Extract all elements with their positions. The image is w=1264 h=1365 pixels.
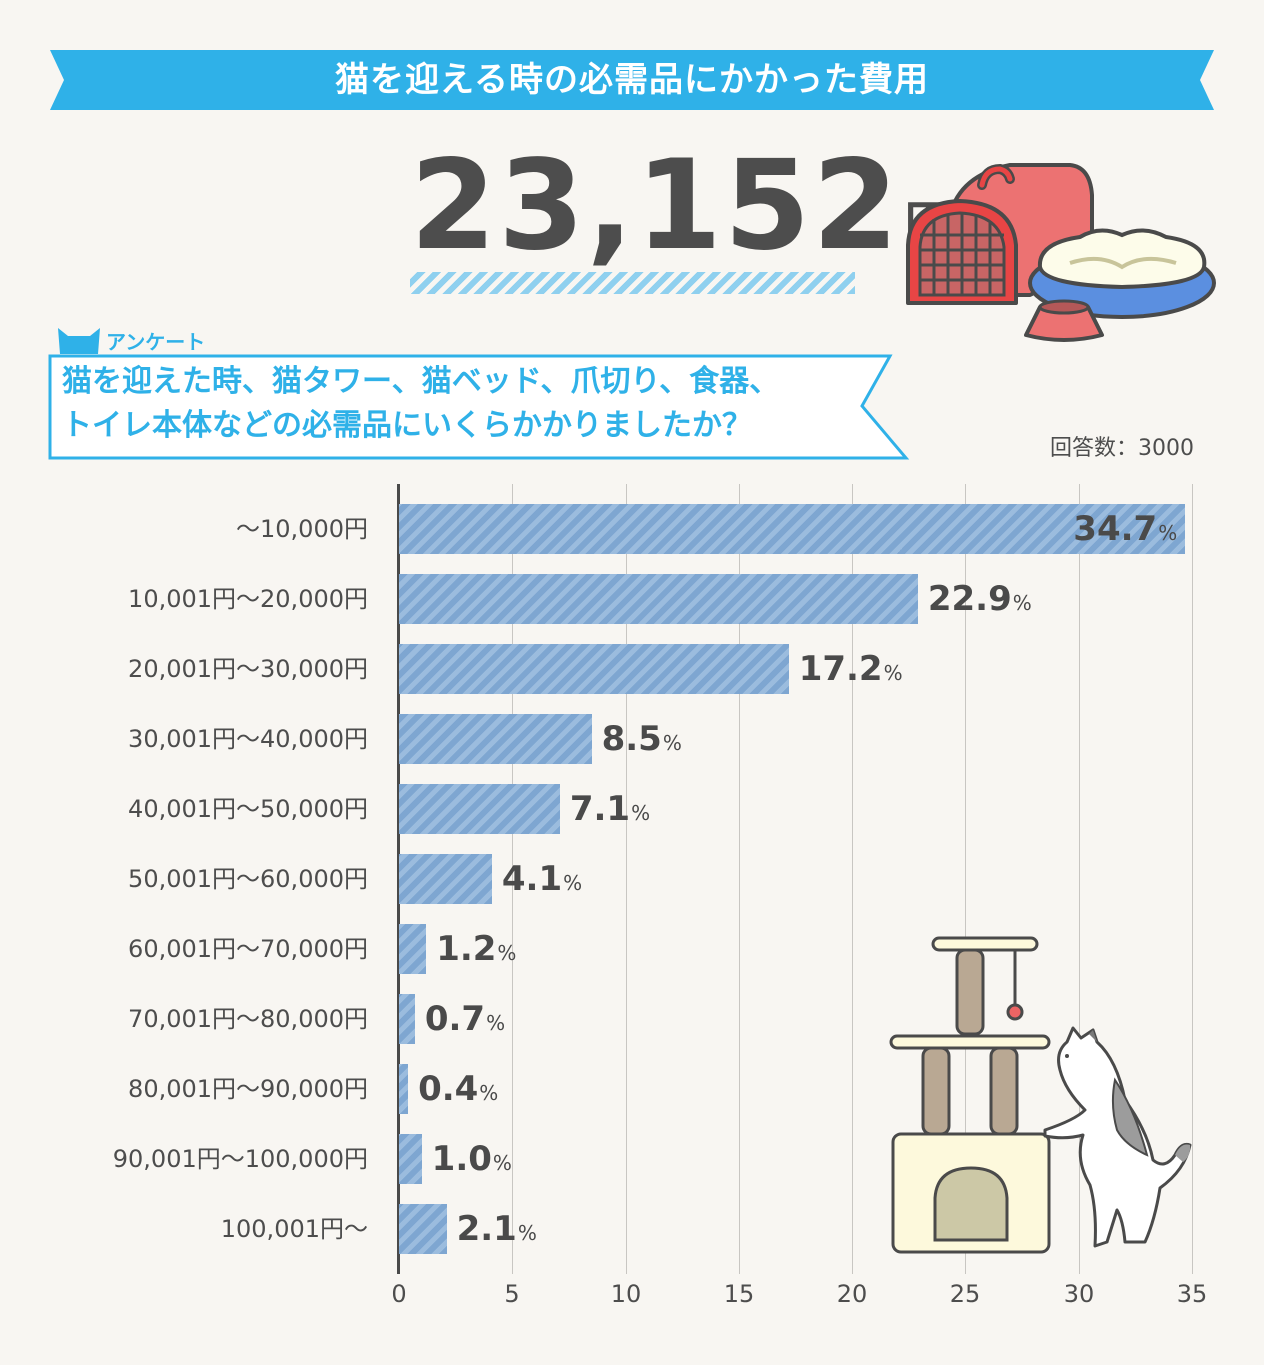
category-label: 20,001円～30,000円 xyxy=(128,655,368,683)
bar xyxy=(399,1204,447,1254)
question-frame xyxy=(48,354,910,460)
percent-sign: % xyxy=(1158,521,1178,545)
amount-underline xyxy=(410,272,855,294)
x-tick-label: 0 xyxy=(391,1280,407,1308)
x-tick-label: 35 xyxy=(1176,1280,1208,1308)
bar xyxy=(399,714,592,764)
x-tick-label: 15 xyxy=(723,1280,755,1308)
value-label: 22.9% xyxy=(928,574,1032,624)
value-label: 1.0% xyxy=(432,1134,512,1184)
y-axis-line xyxy=(397,484,400,1274)
respondent-count: 回答数：3000 xyxy=(1050,436,1194,461)
category-label: 30,001円～40,000円 xyxy=(128,725,368,753)
category-label: 40,001円～50,000円 xyxy=(128,795,368,823)
percent-sign: % xyxy=(563,871,583,895)
bar xyxy=(399,784,560,834)
category-label: 60,001円～70,000円 xyxy=(128,935,368,963)
gridline xyxy=(739,484,740,1274)
value-number: 2.1 xyxy=(456,1209,517,1249)
gridline xyxy=(512,484,513,1274)
gridline xyxy=(965,484,966,1274)
gridline xyxy=(852,484,853,1274)
survey-label-text: アンケート xyxy=(106,330,206,354)
bar-chart: 0 5 10 15 20 25 30 35 ～10,000円 34.7% 10,001円～20,00… xyxy=(0,480,1264,1320)
category-label: 70,001円～80,000円 xyxy=(128,1005,368,1033)
ribbon-shape xyxy=(50,50,1214,110)
cat-tower-icon xyxy=(889,936,1192,1254)
category-label: 10,001円～20,000円 xyxy=(128,585,368,613)
x-tick-label: 25 xyxy=(949,1280,981,1308)
category-label: ～10,000円 xyxy=(236,515,368,543)
x-tick-label: 5 xyxy=(504,1280,520,1308)
gridline xyxy=(1079,484,1080,1274)
value-label: 7.1% xyxy=(570,784,650,834)
cat-tower-illustration xyxy=(885,930,1195,1264)
amount-value: 23,152 xyxy=(410,134,901,278)
value-number: 34.7 xyxy=(1073,509,1158,549)
value-number: 22.9 xyxy=(927,579,1012,619)
question-line-2: トイレ本体などの必需品にいくらかかりましたか？ xyxy=(62,408,752,443)
page-title: 猫を迎える時の必需品にかかった費用 xyxy=(335,60,929,100)
value-label: 17.2% xyxy=(799,644,903,694)
value-number: 1.2 xyxy=(436,929,497,969)
question-text: 猫を迎えた時、猫タワー、猫ベッド、爪切り、食器、 トイレ本体などの必需品にいくら… xyxy=(62,360,882,448)
value-label: 34.7% xyxy=(1073,504,1177,554)
average-amount: 23,152 円 xyxy=(410,138,953,268)
x-tick-label: 20 xyxy=(836,1280,868,1308)
percent-sign: % xyxy=(1012,591,1032,615)
percent-sign: % xyxy=(492,1151,512,1175)
percent-sign: % xyxy=(662,731,682,755)
value-number: 17.2 xyxy=(798,649,883,689)
value-number: 0.4 xyxy=(418,1069,479,1109)
cat-head-icon xyxy=(58,328,100,354)
value-number: 4.1 xyxy=(501,859,563,899)
percent-sign: % xyxy=(631,801,651,825)
bar xyxy=(399,924,427,974)
x-tick-label: 30 xyxy=(1063,1280,1095,1308)
value-label: 0.4% xyxy=(418,1064,498,1114)
bar xyxy=(399,1134,422,1184)
value-number: 8.5 xyxy=(601,719,662,759)
value-label: 1.2% xyxy=(436,924,516,974)
value-number: 7.1 xyxy=(569,789,631,829)
pet-goods-illustration xyxy=(900,155,1220,359)
percent-sign: % xyxy=(497,941,517,965)
gridline xyxy=(626,484,627,1274)
x-tick-label: 10 xyxy=(610,1280,642,1308)
value-label: 0.7% xyxy=(425,994,505,1044)
bar xyxy=(399,854,492,904)
category-label: 100,001円～ xyxy=(220,1215,368,1243)
category-label: 90,001円～100,000円 xyxy=(112,1145,368,1173)
percent-sign: % xyxy=(479,1081,499,1105)
bar xyxy=(399,994,415,1044)
pet-carrier-icon xyxy=(906,163,1216,342)
title-banner: 猫を迎える時の必需品にかかった費用 xyxy=(50,50,1214,110)
question-line-1: 猫を迎えた時、猫タワー、猫ベッド、爪切り、食器、 xyxy=(62,364,780,399)
value-label: 4.1% xyxy=(502,854,582,904)
value-label: 2.1% xyxy=(457,1204,537,1254)
percent-sign: % xyxy=(883,661,903,685)
value-number: 0.7 xyxy=(424,999,486,1039)
category-label: 80,001円～90,000円 xyxy=(128,1075,368,1103)
value-number: 1.0 xyxy=(431,1139,492,1179)
bar xyxy=(399,504,1186,554)
bar xyxy=(399,644,789,694)
bar xyxy=(399,574,918,624)
percent-sign: % xyxy=(517,1221,537,1245)
category-label: 50,001円～60,000円 xyxy=(128,865,368,893)
value-label: 8.5% xyxy=(602,714,682,764)
question-box xyxy=(48,354,910,464)
survey-label: アンケート xyxy=(58,328,205,354)
gridline xyxy=(1192,484,1193,1274)
bar xyxy=(399,1064,409,1114)
percent-sign: % xyxy=(486,1011,506,1035)
